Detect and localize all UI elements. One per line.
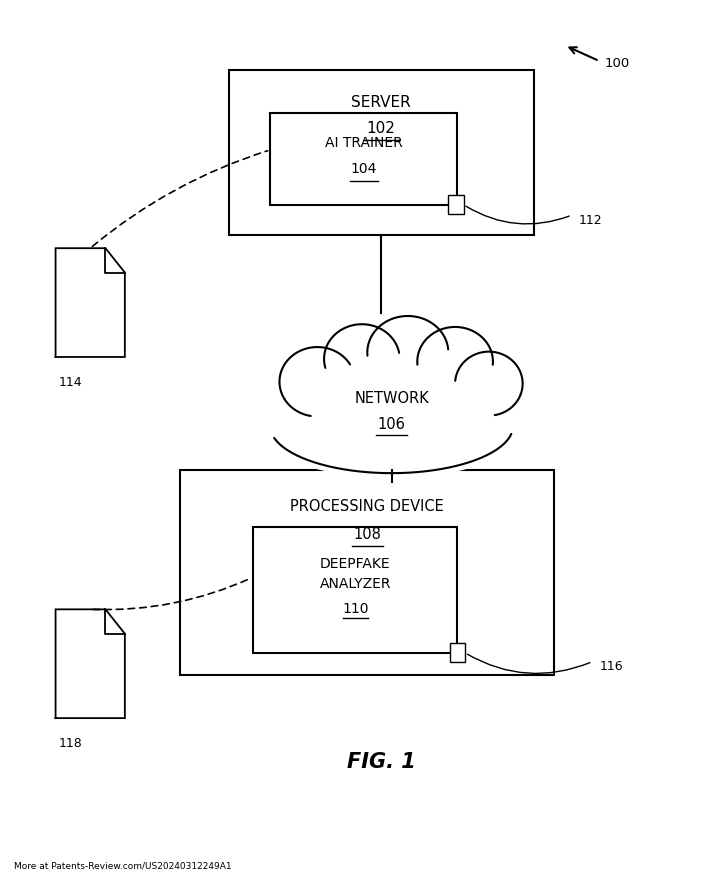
Ellipse shape xyxy=(324,324,399,393)
Bar xyxy=(450,643,465,662)
Text: 110: 110 xyxy=(342,602,368,616)
Text: 118: 118 xyxy=(59,737,83,750)
Bar xyxy=(448,195,464,214)
Ellipse shape xyxy=(279,347,355,416)
Text: ANALYZER: ANALYZER xyxy=(320,576,391,591)
Text: 114: 114 xyxy=(59,377,83,389)
Text: More at Patents-Review.com/US20240312249A1: More at Patents-Review.com/US20240312249… xyxy=(14,861,232,870)
Text: 100: 100 xyxy=(604,57,629,70)
Text: DEEPFAKE: DEEPFAKE xyxy=(320,557,390,571)
Text: 106: 106 xyxy=(378,417,406,432)
Bar xyxy=(253,527,457,653)
Text: 104: 104 xyxy=(351,163,377,177)
Text: FIG. 1: FIG. 1 xyxy=(347,751,416,772)
Ellipse shape xyxy=(267,368,517,469)
Polygon shape xyxy=(56,609,125,718)
FancyArrowPatch shape xyxy=(466,206,569,224)
Text: 102: 102 xyxy=(367,122,396,137)
Ellipse shape xyxy=(455,352,522,416)
Ellipse shape xyxy=(417,327,493,396)
Text: 112: 112 xyxy=(578,214,602,226)
Text: NETWORK: NETWORK xyxy=(354,392,429,406)
Bar xyxy=(180,470,554,675)
Polygon shape xyxy=(56,249,125,357)
Bar xyxy=(229,70,534,235)
Ellipse shape xyxy=(368,316,448,389)
Ellipse shape xyxy=(481,391,540,446)
FancyArrowPatch shape xyxy=(467,654,590,673)
Text: 116: 116 xyxy=(600,661,623,673)
Text: 108: 108 xyxy=(354,527,381,542)
Text: PROCESSING DEVICE: PROCESSING DEVICE xyxy=(291,499,444,514)
Ellipse shape xyxy=(263,386,520,478)
Bar xyxy=(270,114,457,205)
Text: SERVER: SERVER xyxy=(351,95,411,110)
Text: AI TRAINER: AI TRAINER xyxy=(325,137,403,150)
Ellipse shape xyxy=(251,386,310,441)
